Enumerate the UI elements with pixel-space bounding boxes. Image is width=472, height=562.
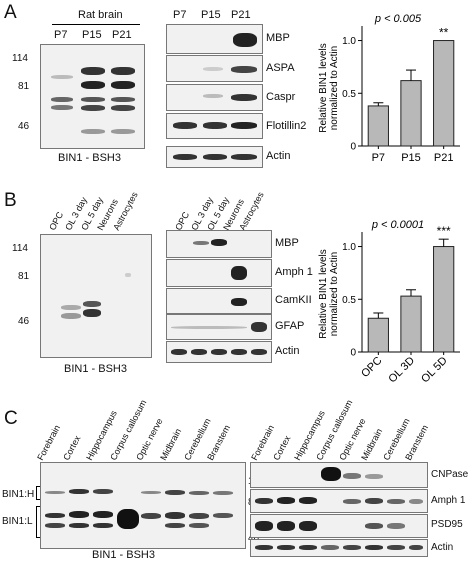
panel-a-mbp-strip [166, 24, 263, 54]
strip-label: Amph 1 [275, 266, 313, 278]
chart-ylabel: Relative BIN1 levelsnormalized to Actin [318, 43, 340, 132]
strip-label: CamKII [275, 294, 312, 306]
chart-x-tick-label: OL 3D [386, 355, 417, 384]
strip-label: MBP [266, 32, 290, 44]
strip-label: CNPase [431, 469, 469, 480]
panel-c-lane-label: Forebrain [35, 423, 63, 462]
mw-marker: 46 [248, 534, 259, 544]
chart-significance-label: ** [439, 26, 449, 40]
panel-b-strip-lane: Astrocytes [237, 190, 266, 232]
bin1-h-label: BIN1:H [2, 489, 35, 500]
panel-c-psd95-strip [250, 514, 428, 538]
chart-x-tick-label: OL 5D [419, 355, 450, 384]
strip-label: Actin [266, 150, 291, 162]
panel-a-flotillin2-strip [166, 113, 263, 139]
panel-b-amph1-strip [166, 259, 272, 287]
panel-a-bin1-blot [40, 44, 145, 149]
panel-c-blot-caption: BIN1 - BSH3 [92, 549, 155, 561]
panel-b-letter: B [4, 190, 17, 211]
panel-c-strip-lane: Cortex [271, 433, 293, 462]
bin1-l-bracket [36, 506, 40, 538]
chart-x-tick-label: P7 [372, 152, 385, 164]
panel-b-camkii-strip [166, 288, 272, 314]
strip-label: ASPA [266, 62, 295, 74]
panel-a-lane-label: P15 [82, 29, 102, 41]
strip-label: Actin [431, 542, 454, 553]
panel-b-gfap-strip [166, 314, 272, 340]
chart-bar [367, 317, 389, 353]
chart-x-tick-label: OPC [359, 355, 384, 380]
panel-a-actin-strip [166, 146, 263, 168]
panel-b-bar-chart: p < 0.0001 Relative BIN1 levelsnormalized… [318, 219, 460, 384]
chart-significance-label: *** [437, 224, 451, 238]
strip-label: GFAP [275, 320, 305, 332]
mw-marker: 46 [18, 121, 30, 132]
panel-a-blot-caption: BIN1 - BSH3 [58, 152, 121, 164]
panel-c-bin1-blot [40, 462, 246, 549]
strip-label: Actin [275, 345, 300, 357]
panel-a-header: Rat brain [78, 9, 123, 21]
panel-a-bar-chart: p < 0.005 Relative BIN1 levelsnormalized … [318, 13, 460, 164]
panel-c-letter: C [4, 408, 18, 429]
panel-b-actin-strip [166, 341, 272, 363]
strip-label: Amph 1 [431, 495, 466, 506]
strip-label: PSD95 [431, 519, 463, 530]
chart-bar [433, 40, 455, 147]
mw-marker: 46 [18, 316, 30, 327]
panel-a-strip-lane: P15 [201, 9, 221, 21]
chart-y-tick-label: 0 [350, 348, 356, 359]
chart-x-tick-label: P15 [401, 152, 421, 164]
panel-b-lane-label: Astrocytes [111, 190, 140, 232]
strip-label: MBP [275, 237, 299, 249]
panel-c-actin-strip [250, 539, 428, 557]
chart-y-tick-label: 1.0 [342, 36, 356, 47]
panel-b-blot-caption: BIN1 - BSH3 [64, 363, 127, 375]
panel-a-strip-lane: P21 [231, 9, 251, 21]
strip-label: Flotillin2 [266, 120, 307, 132]
chart-y-tick-label: 1.0 [342, 242, 356, 253]
panel-a-aspa-strip [166, 55, 263, 82]
chart-y-tick-label: 0.5 [342, 295, 356, 306]
mw-marker: 114 [12, 53, 28, 64]
chart-title: p < 0.0001 [371, 219, 424, 231]
chart-ylabel: Relative BIN1 levelsnormalized to Actin [318, 249, 340, 338]
panel-a-lane-label: P7 [54, 29, 68, 41]
chart-title: p < 0.005 [374, 13, 422, 25]
panel-b-mbp-strip [166, 230, 272, 258]
panel-c-lane-label: Midbrain [158, 426, 184, 462]
panel-a-lane-label: P21 [112, 29, 132, 41]
panel-a-caspr-strip [166, 84, 263, 111]
bin1-h-bracket [36, 486, 40, 500]
bin1-l-label: BIN1:L [2, 516, 33, 527]
strip-label: Caspr [266, 91, 296, 103]
mw-marker: 81 [18, 81, 30, 92]
panel-b-strip-lane: OPC [173, 210, 192, 232]
chart-bar [367, 105, 389, 147]
chart-bar [400, 80, 422, 147]
panel-c-cnpase-strip [250, 462, 428, 488]
mw-marker: 81 [18, 271, 30, 282]
chart-x-tick-label: P21 [434, 152, 454, 164]
panel-a-header-line [52, 24, 140, 25]
chart-bar [400, 295, 422, 353]
panel-b-lane-label: OPC [47, 210, 66, 232]
chart-y-tick-label: 0 [350, 142, 356, 153]
panel-a-letter: A [4, 2, 17, 23]
panel-c-amph1-strip [250, 489, 428, 513]
chart-bar [433, 246, 455, 353]
panel-c-lane-label: Branstem [205, 423, 233, 462]
panel-b-bin1-blot [40, 234, 152, 358]
mw-marker: 114 [12, 243, 28, 254]
panel-a-strip-lane: P7 [173, 9, 187, 21]
chart-y-tick-label: 0.5 [342, 89, 356, 100]
panel-c-lane-label: Cortex [61, 433, 83, 462]
